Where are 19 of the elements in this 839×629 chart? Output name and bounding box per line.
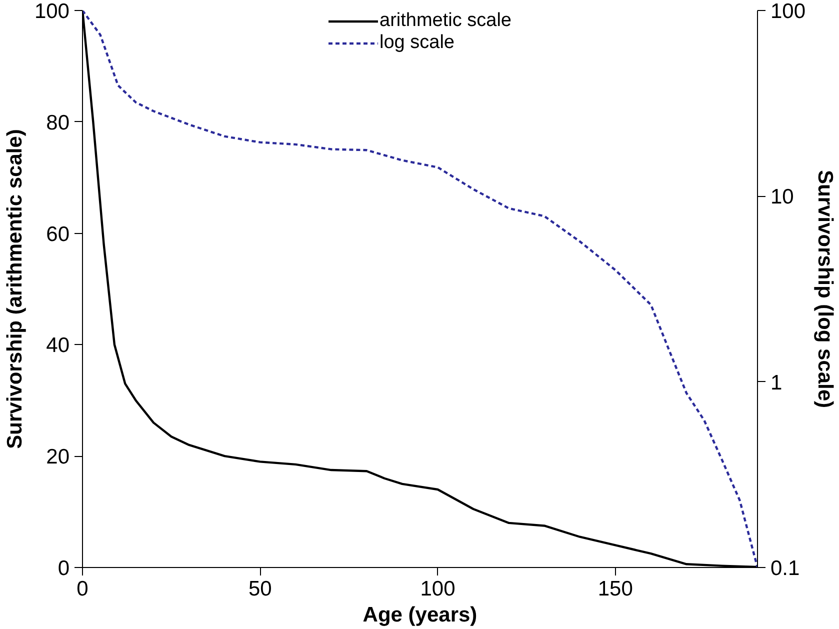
y2-tick-label: 0.1 xyxy=(770,557,800,580)
y-tick-label: 60 xyxy=(46,222,70,246)
x-tick-label: 0 xyxy=(76,578,88,600)
x-tick-label: 50 xyxy=(248,578,272,600)
y-axis-title: Survivorship (arithmentic scale) xyxy=(3,129,26,449)
y-tick-label: 100 xyxy=(34,0,70,23)
x-tick-label: 100 xyxy=(420,578,456,600)
legend-label: log scale xyxy=(380,32,454,54)
y2-tick-label: 10 xyxy=(770,186,794,209)
y2-tick-label: 100 xyxy=(770,0,806,23)
x-tick-label: 150 xyxy=(598,578,633,600)
y-tick-label: 40 xyxy=(46,334,70,358)
y2-axis-title: Survivorship (log scale) xyxy=(814,170,837,408)
y-tick-label: 0 xyxy=(58,557,70,580)
legend-label: arithmetic scale xyxy=(380,10,512,32)
y2-tick-label: 1 xyxy=(770,371,782,394)
y-tick-label: 80 xyxy=(46,111,70,134)
x-axis-title: Age (years) xyxy=(362,604,478,626)
y-tick-label: 20 xyxy=(46,446,70,469)
